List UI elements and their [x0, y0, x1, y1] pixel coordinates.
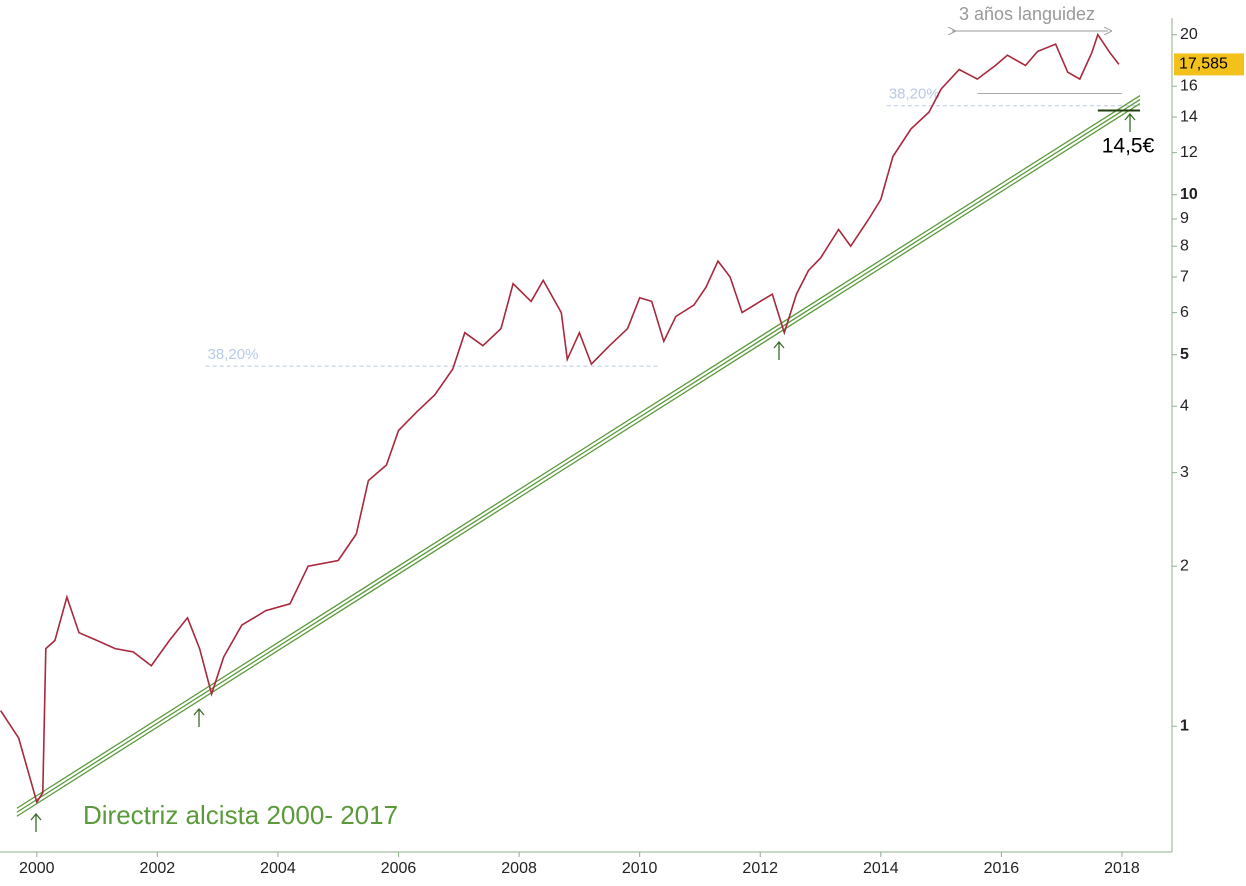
x-tick-label: 2016 — [984, 860, 1020, 877]
x-tick-label: 2012 — [742, 860, 778, 877]
support-label: 14,5€ — [1102, 135, 1155, 158]
y-tick-label: 6 — [1180, 304, 1189, 321]
y-tick-label: 12 — [1180, 144, 1198, 161]
y-tick-label: 16 — [1180, 77, 1198, 94]
fib-label: 38,20% — [889, 86, 940, 103]
y-tick-label: 8 — [1180, 237, 1189, 254]
y-tick-label: 14 — [1180, 108, 1198, 125]
y-tick-label: 2 — [1180, 557, 1189, 574]
last-value-box — [1174, 53, 1244, 76]
price-line — [0, 32, 1120, 805]
arrows — [30, 112, 1136, 832]
y-tick-label: 1 — [1180, 717, 1189, 734]
y-tick-label: 7 — [1180, 268, 1189, 285]
x-tick-label: 2006 — [381, 860, 417, 877]
y-tick-label: 20 — [1180, 26, 1198, 43]
y-tick-label: 5 — [1180, 346, 1189, 363]
x-tick-label: 2000 — [19, 860, 55, 877]
x-tick-label: 2010 — [622, 860, 658, 877]
y-tick-label: 9 — [1180, 210, 1189, 227]
x-tick-label: 2002 — [140, 860, 176, 877]
trendline — [16, 99, 1141, 813]
y-tick-label: 10 — [1180, 186, 1198, 203]
x-tick-label: 2014 — [863, 860, 899, 877]
trendline — [16, 95, 1141, 809]
x-tick-label: 2004 — [260, 860, 296, 877]
range-label: 3 años languidez — [959, 4, 1095, 24]
x-tick-label: 2008 — [501, 860, 537, 877]
trend-label: Directriz alcista 2000- 2017 — [83, 800, 398, 830]
fib-label: 38,20% — [208, 346, 259, 363]
y-tick-label: 4 — [1180, 397, 1189, 414]
y-tick-label: 3 — [1180, 464, 1189, 481]
x-tick-label: 2018 — [1104, 860, 1140, 877]
last-value-label: 17,585 — [1179, 56, 1228, 73]
trendline — [16, 103, 1141, 817]
